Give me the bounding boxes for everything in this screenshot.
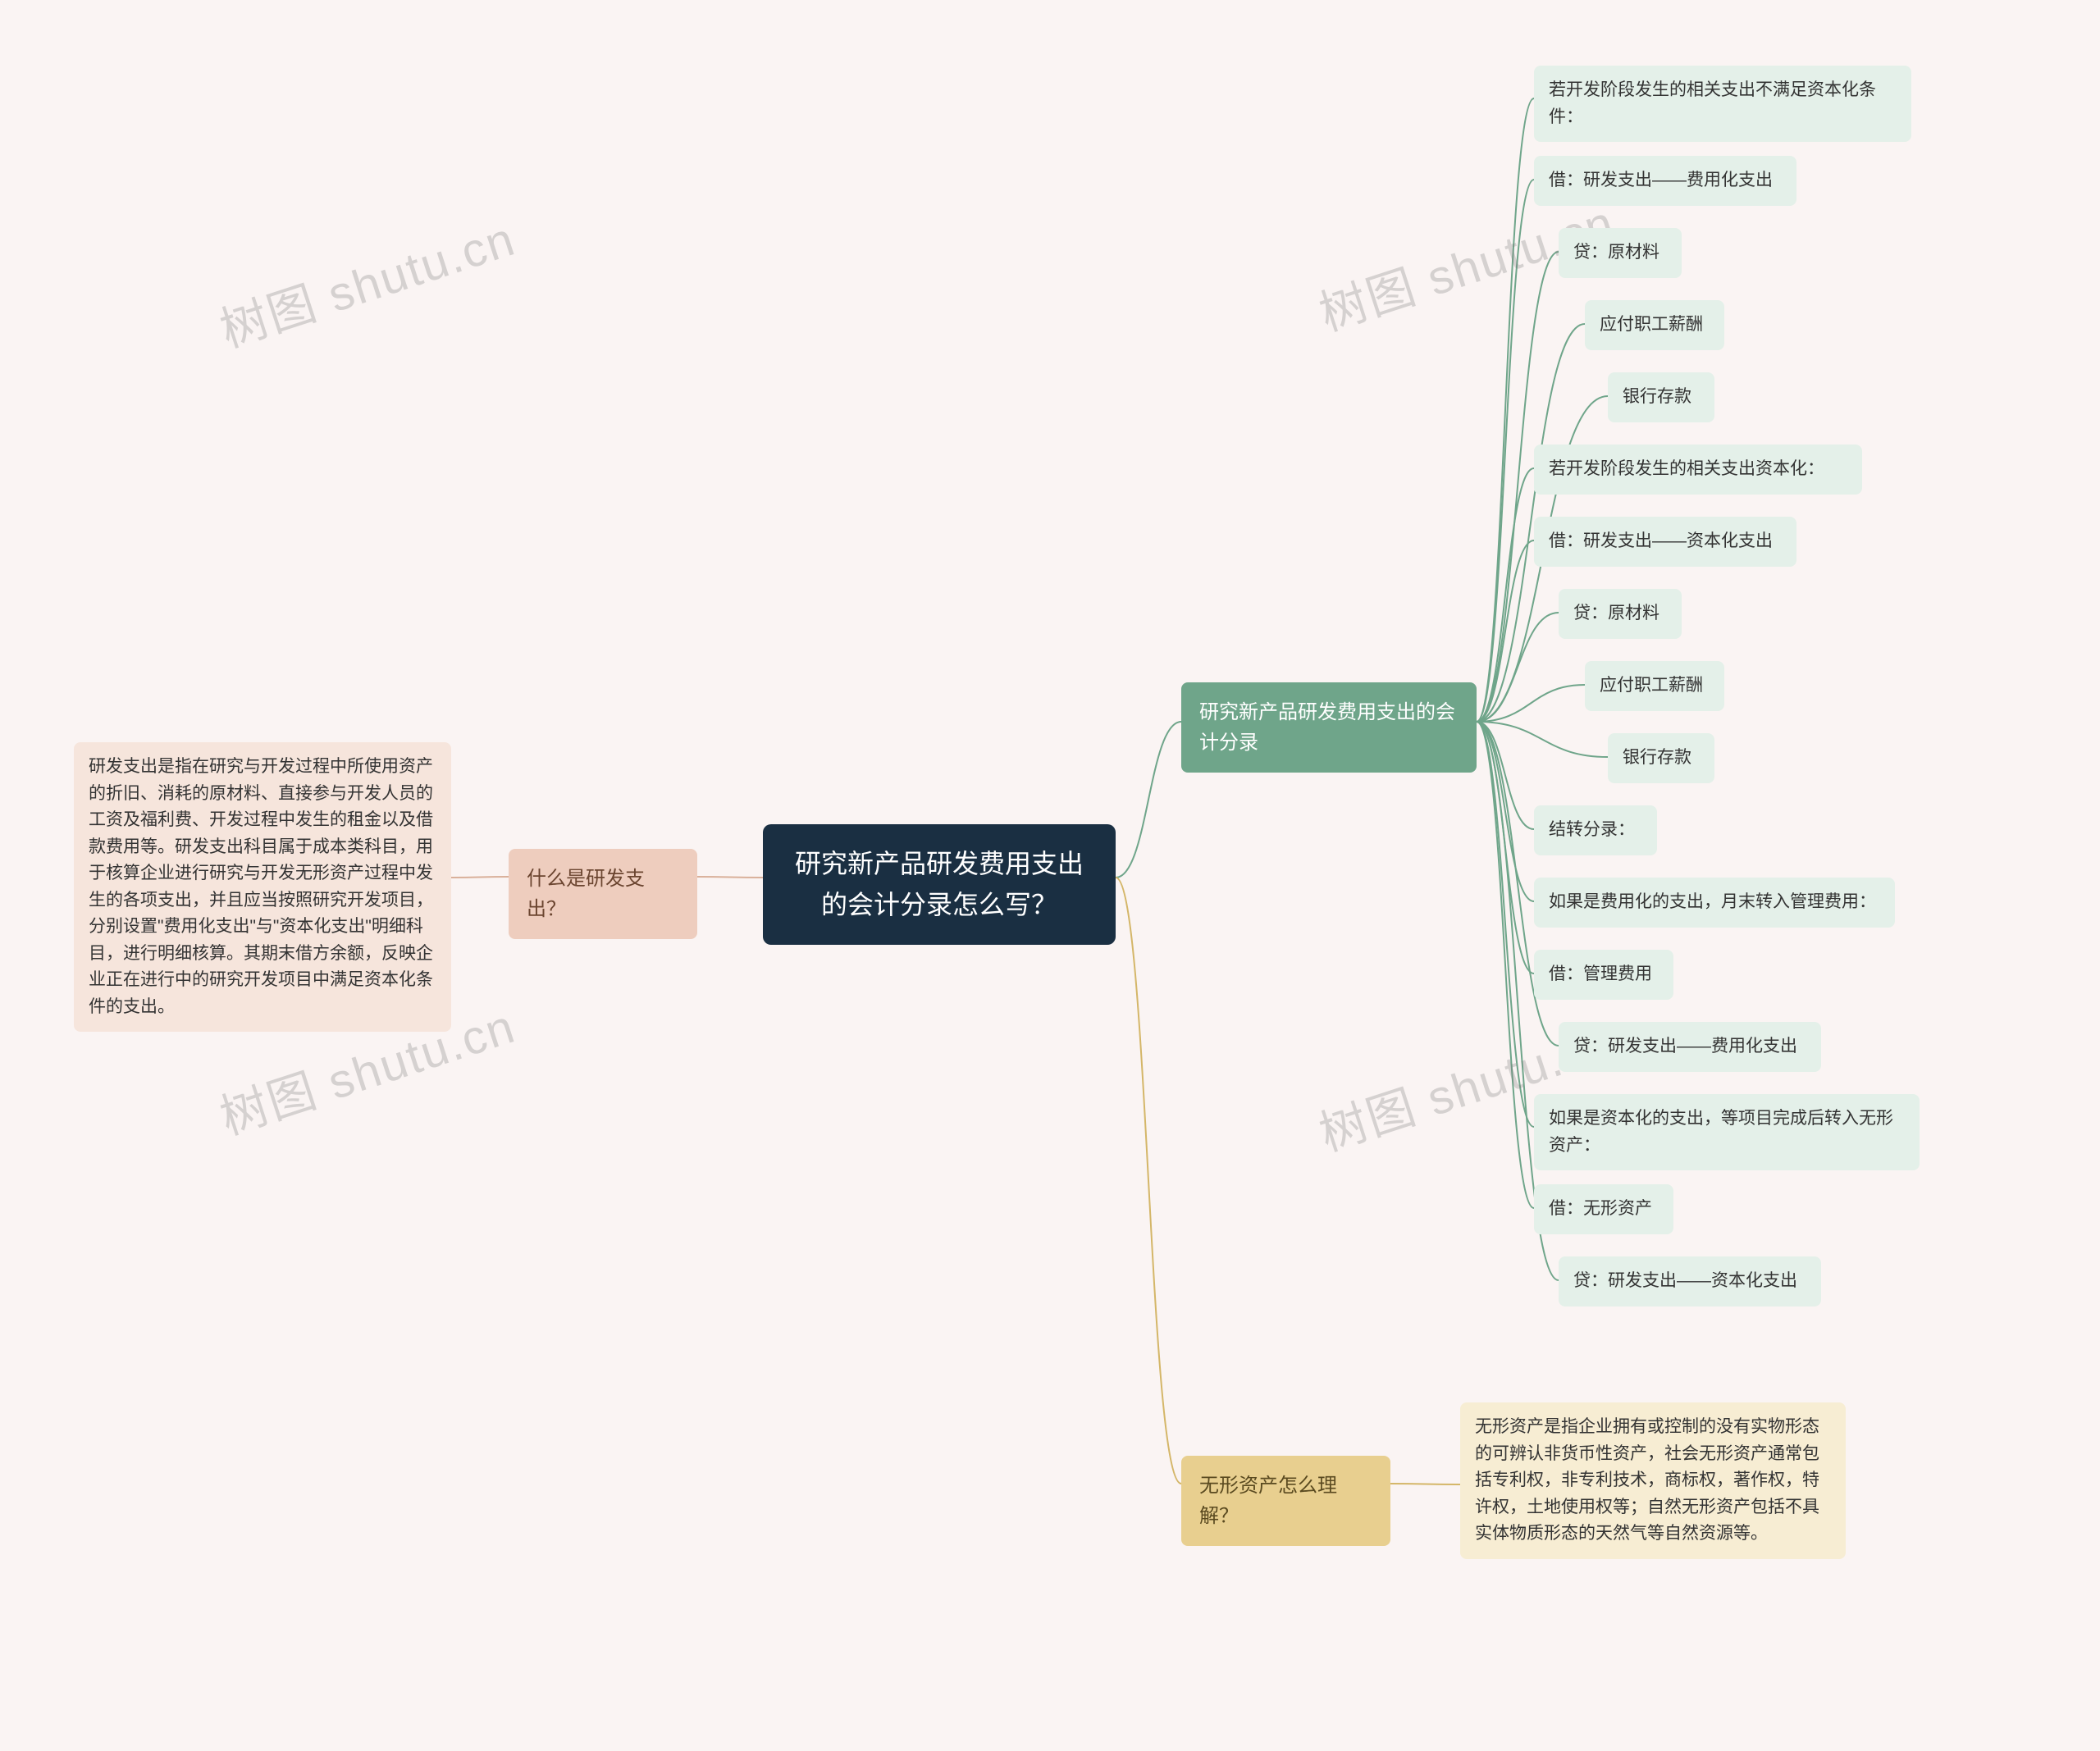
entry-leaf: 若开发阶段发生的相关支出资本化： xyxy=(1534,445,1862,495)
entry-leaf: 借：研发支出——资本化支出 xyxy=(1534,517,1796,567)
branch-intangible-assets: 无形资产怎么理解？ xyxy=(1181,1456,1390,1546)
entry-leaf: 贷：原材料 xyxy=(1559,228,1682,278)
entry-leaf: 借：研发支出——费用化支出 xyxy=(1534,156,1796,206)
entry-leaf: 贷：研发支出——资本化支出 xyxy=(1559,1256,1821,1306)
entry-leaf: 应付职工薪酬 xyxy=(1585,661,1724,711)
entry-leaf: 贷：原材料 xyxy=(1559,589,1682,639)
entry-leaf: 如果是资本化的支出，等项目完成后转入无形资产： xyxy=(1534,1094,1920,1170)
entry-leaf: 如果是费用化的支出，月末转入管理费用： xyxy=(1534,878,1895,928)
entry-leaf: 借：管理费用 xyxy=(1534,950,1673,1000)
entry-leaf: 银行存款 xyxy=(1608,733,1714,783)
entry-leaf: 借：无形资产 xyxy=(1534,1184,1673,1234)
entry-leaf: 银行存款 xyxy=(1608,372,1714,422)
entry-leaf: 贷：研发支出——费用化支出 xyxy=(1559,1022,1821,1072)
watermark: 树图 shutu.cn xyxy=(210,200,523,360)
entry-leaf: 应付职工薪酬 xyxy=(1585,300,1724,350)
leaf-intangible-assets-definition: 无形资产是指企业拥有或控制的没有实物形态的可辨认非货币性资产，社会无形资产通常包… xyxy=(1460,1402,1846,1559)
leaf-rd-expense-definition: 研发支出是指在研究与开发过程中所使用资产的折旧、消耗的原材料、直接参与开发人员的… xyxy=(74,742,451,1032)
entry-leaf: 结转分录： xyxy=(1534,805,1657,855)
branch-what-is-rd-expense: 什么是研发支出？ xyxy=(509,849,697,939)
branch-accounting-entries: 研究新产品研发费用支出的会计分录 xyxy=(1181,682,1477,773)
entry-leaf: 若开发阶段发生的相关支出不满足资本化条件： xyxy=(1534,66,1911,142)
mindmap-root: 研究新产品研发费用支出 的会计分录怎么写？ xyxy=(763,824,1116,945)
